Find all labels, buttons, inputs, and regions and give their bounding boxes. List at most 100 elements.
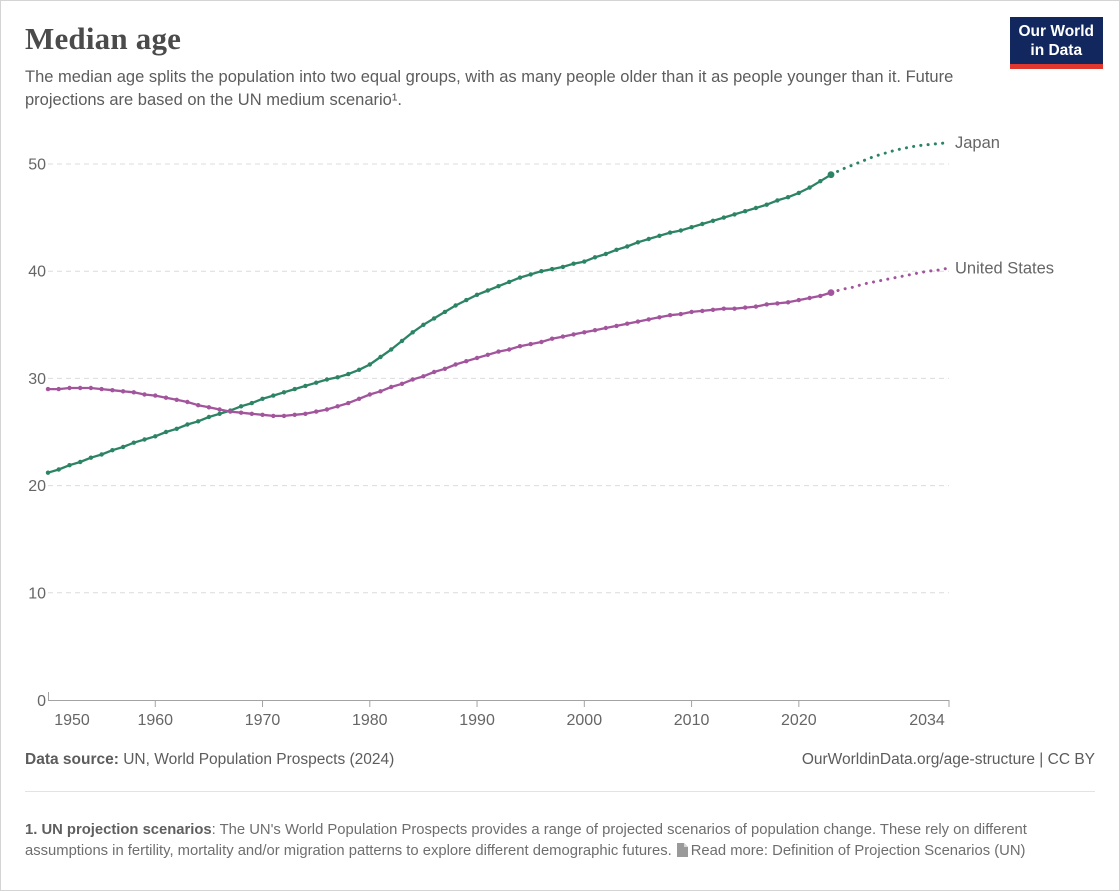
- chart-footer: Data source: UN, World Population Prospe…: [25, 751, 1095, 769]
- japan-marker: [67, 463, 72, 468]
- owid-logo[interactable]: Our World in Data: [1009, 17, 1103, 69]
- footnote-body: : The UN's World Population Prospects pr…: [25, 821, 1027, 859]
- united-states-marker: [625, 321, 630, 326]
- japan-marker: [603, 251, 608, 257]
- united-states-marker: [228, 409, 233, 414]
- japan-marker: [281, 390, 287, 395]
- japan-marker: [431, 316, 437, 321]
- united-states-marker: [292, 412, 297, 417]
- japan-projection-line[interactable]: [829, 141, 951, 177]
- united-states-marker: [592, 328, 598, 333]
- united-states-marker: [453, 362, 458, 367]
- japan-marker: [314, 380, 319, 385]
- japan-marker: [442, 309, 448, 315]
- united-states-marker: [303, 411, 308, 416]
- y-tick-label-10: 10: [28, 585, 46, 602]
- japan-marker: [185, 422, 190, 427]
- japan-marker: [238, 404, 244, 409]
- japan-marker: [292, 386, 297, 392]
- x-tick-label-2010: 2010: [674, 712, 710, 729]
- document-icon: [676, 842, 688, 857]
- united-states-marker: [571, 332, 576, 337]
- japan-marker: [356, 367, 362, 372]
- united-states-marker: [56, 386, 61, 392]
- united-states-marker: [367, 392, 372, 397]
- united-states-marker: [796, 297, 801, 303]
- japan-marker: [560, 264, 566, 270]
- united-states-marker: [560, 334, 566, 339]
- japan-marker: [818, 179, 823, 184]
- japan-marker: [721, 215, 726, 220]
- japan-marker: [635, 240, 641, 245]
- japan-marker: [517, 275, 523, 280]
- japan-marker: [474, 292, 480, 297]
- united-states-marker: [485, 352, 490, 357]
- y-tick-label-0: 0: [37, 693, 46, 710]
- japan-marker: [646, 236, 651, 242]
- united-states-marker: [689, 309, 694, 315]
- united-states-marker: [78, 385, 83, 391]
- united-states-marker: [196, 403, 201, 408]
- united-states-series-label[interactable]: United States: [955, 259, 1054, 277]
- japan-marker: [743, 209, 748, 214]
- united-states-marker: [442, 366, 448, 371]
- x-tick-label-1960: 1960: [137, 712, 173, 729]
- united-states-marker: [721, 306, 726, 311]
- japan-marker: [56, 467, 61, 472]
- japan-marker: [163, 429, 169, 435]
- united-states-marker: [281, 413, 287, 419]
- japan-marker: [539, 269, 544, 274]
- united-states-marker: [324, 407, 330, 412]
- footnote: 1. UN projection scenarios: The UN's Wor…: [25, 820, 1055, 862]
- japan-marker: [78, 459, 83, 465]
- united-states-marker: [131, 390, 136, 395]
- x-tick-label-1980: 1980: [352, 712, 388, 729]
- japan-marker: [410, 330, 415, 335]
- x-tick-label-1990: 1990: [459, 712, 495, 729]
- united-states-marker: [603, 325, 608, 331]
- united-states-marker: [710, 307, 716, 312]
- japan-marker: [667, 230, 673, 235]
- japan-series-label[interactable]: Japan: [955, 134, 1000, 152]
- japan-marker: [324, 377, 330, 382]
- japan-marker: [421, 322, 426, 327]
- united-states-marker: [785, 300, 791, 305]
- japan-marker: [206, 414, 212, 420]
- owid-logo-line2: in Data: [1030, 42, 1083, 59]
- united-states-marker: [120, 389, 126, 394]
- united-states-marker: [464, 359, 469, 364]
- japan-marker: [614, 247, 619, 252]
- united-states-marker: [314, 409, 319, 414]
- japan-marker: [367, 362, 372, 367]
- owid-license-link[interactable]: OurWorldinData.org/age-structure | CC BY: [801, 751, 1095, 768]
- united-states-marker: [678, 311, 683, 317]
- japan-marker: [131, 440, 136, 445]
- united-states-marker: [217, 407, 222, 412]
- data-source: Data source: UN, World Population Prospe…: [25, 751, 394, 769]
- united-states-marker: [517, 344, 523, 349]
- japan-marker: [389, 347, 394, 352]
- united-states-marker: [431, 369, 437, 375]
- united-states-marker: [700, 308, 705, 314]
- united-states-marker: [507, 347, 512, 352]
- japan-marker: [196, 419, 201, 424]
- japan-marker: [142, 437, 147, 442]
- united-states-marker: [271, 413, 276, 419]
- united-states-marker: [582, 330, 587, 335]
- y-tick-label-40: 40: [28, 264, 46, 281]
- footnote-read-more-link[interactable]: Read more: Definition of Projection Scen…: [690, 842, 1026, 859]
- united-states-marker: [753, 304, 759, 309]
- x-tick-label-2020: 2020: [781, 712, 817, 729]
- owid-logo-line1: Our World: [1018, 23, 1095, 40]
- united-states-marker: [346, 400, 351, 406]
- japan-marker: [764, 202, 769, 207]
- japan-marker: [153, 434, 158, 439]
- japan-marker: [45, 470, 51, 475]
- japan-marker: [496, 284, 501, 289]
- japan-marker: [260, 396, 265, 401]
- united-states-marker: [378, 389, 383, 394]
- united-states-projection-line[interactable]: [829, 266, 951, 295]
- footnote-label: 1. UN projection scenarios: [25, 821, 212, 838]
- japan-marker: [120, 444, 126, 450]
- y-tick-label-20: 20: [28, 478, 46, 495]
